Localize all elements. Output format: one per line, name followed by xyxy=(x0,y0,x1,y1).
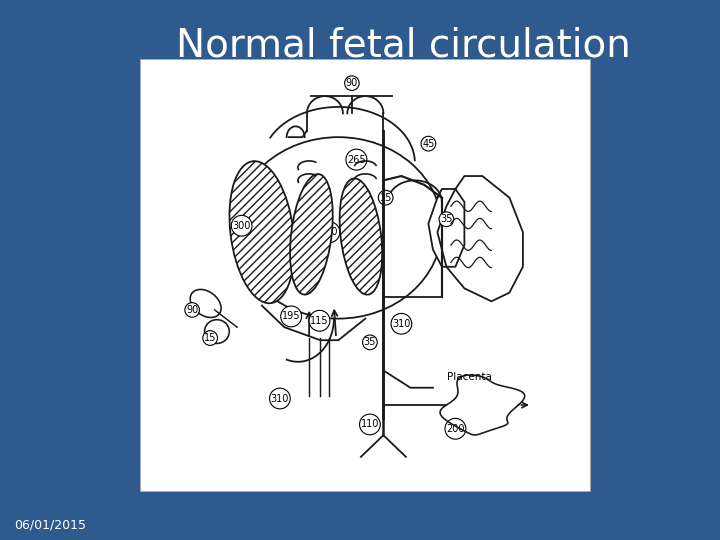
Text: 150: 150 xyxy=(320,227,338,237)
Text: Placenta: Placenta xyxy=(447,372,492,382)
Ellipse shape xyxy=(190,289,221,318)
Text: 35: 35 xyxy=(440,214,453,224)
Text: 90: 90 xyxy=(186,305,198,315)
Polygon shape xyxy=(438,176,523,301)
Text: 200: 200 xyxy=(446,424,464,434)
Ellipse shape xyxy=(204,320,229,343)
Text: 265: 265 xyxy=(347,154,366,165)
Text: 195: 195 xyxy=(282,312,300,321)
Text: 115: 115 xyxy=(310,316,329,326)
Text: 45: 45 xyxy=(422,139,435,148)
Text: 110: 110 xyxy=(361,420,379,429)
Text: 15: 15 xyxy=(204,333,216,343)
Text: 06/01/2015: 06/01/2015 xyxy=(14,519,86,532)
Polygon shape xyxy=(440,375,525,435)
Text: 300: 300 xyxy=(233,221,251,231)
FancyBboxPatch shape xyxy=(140,59,590,491)
Ellipse shape xyxy=(340,178,382,295)
Ellipse shape xyxy=(230,161,294,303)
Text: 310: 310 xyxy=(271,394,289,403)
Text: 310: 310 xyxy=(392,319,410,329)
Text: Normal fetal circulation: Normal fetal circulation xyxy=(176,27,631,65)
Ellipse shape xyxy=(235,137,442,319)
Text: 35: 35 xyxy=(364,338,376,347)
Ellipse shape xyxy=(290,174,333,295)
Polygon shape xyxy=(428,189,464,267)
Text: 15: 15 xyxy=(379,193,392,202)
Text: 90: 90 xyxy=(346,78,358,88)
